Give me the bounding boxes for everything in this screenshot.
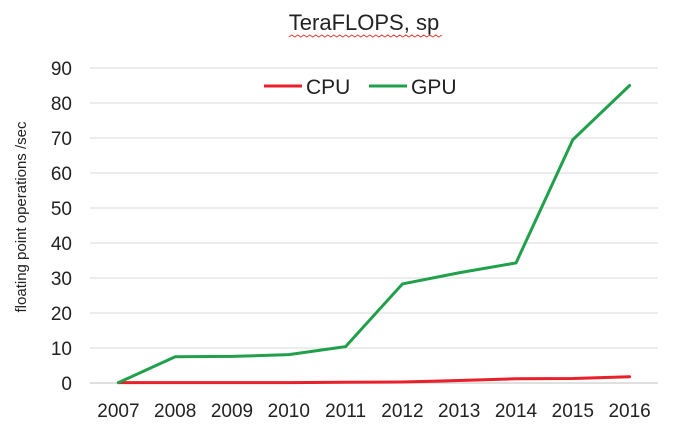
- series-line-cpu: [116, 375, 632, 385]
- y-tick-label: 10: [51, 339, 72, 360]
- title-spellcheck-underline: [288, 34, 443, 38]
- x-tick-label: 2009: [211, 401, 253, 422]
- x-tick-label: 2011: [325, 401, 366, 422]
- y-tick-label: 0: [61, 374, 72, 395]
- series-line-gpu: [116, 84, 632, 385]
- x-tick-label: 2012: [381, 401, 423, 422]
- y-tick-label: 40: [51, 234, 72, 255]
- y-tick-label: 60: [51, 164, 72, 185]
- legend-label-cpu: CPU: [306, 76, 350, 99]
- x-tick-label: 2015: [552, 401, 594, 422]
- legend: CPU GPU: [264, 76, 457, 99]
- x-tick-label: 2008: [154, 401, 196, 422]
- y-tick-label: 70: [51, 129, 72, 150]
- y-tick-labels: 0 10 20 30 40 50 60 70 80 90: [51, 59, 72, 395]
- chart-title: TeraFLOPS, sp: [289, 10, 439, 35]
- y-tick-label: 20: [51, 304, 72, 325]
- x-tick-label: 2010: [268, 401, 310, 422]
- x-tick-label: 2014: [495, 401, 538, 422]
- series-lines: [116, 84, 632, 385]
- gridlines: [90, 67, 658, 349]
- y-tick-label: 90: [51, 59, 72, 80]
- x-tick-labels: 2007 2008 2009 2010 2011 2012 2013 2014 2015 2016: [97, 401, 650, 422]
- y-tick-label: 30: [51, 269, 72, 290]
- y-tick-label: 50: [51, 199, 72, 220]
- y-tick-label: 80: [51, 94, 72, 115]
- y-axis-label: floating point operations /sec: [13, 121, 30, 312]
- x-tick-label: 2013: [438, 401, 480, 422]
- x-tick-label: 2016: [608, 401, 650, 422]
- x-tick-label: 2007: [97, 401, 139, 422]
- legend-label-gpu: GPU: [411, 76, 457, 99]
